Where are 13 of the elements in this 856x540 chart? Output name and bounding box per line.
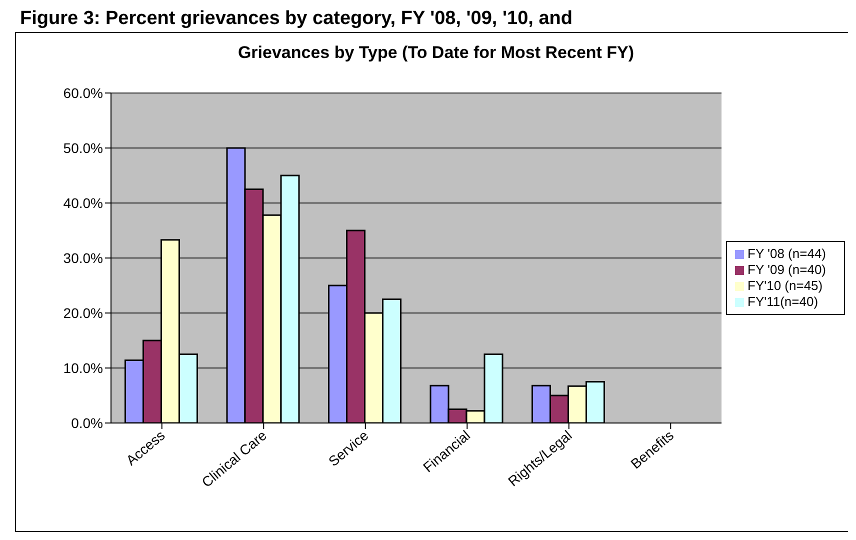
chart-title: Grievances by Type (To Date for Most Recent FY): [236, 43, 636, 63]
legend-label: FY'10 (n=45): [748, 278, 823, 293]
y-tick-label: 60.0%: [63, 84, 103, 101]
y-tick-label: 30.0%: [63, 250, 103, 266]
y-tick-label: 20.0%: [63, 304, 103, 321]
legend-label: FY '09 (n=40): [748, 262, 826, 277]
legend-label: FY '08 (n=44): [748, 246, 826, 261]
y-tick-label: 50.0%: [63, 140, 103, 156]
caption: Figure 3: Percent grievances by category, FY '08, '09, '10, and: [20, 8, 572, 30]
y-tick-label: 40.0%: [63, 194, 103, 211]
legend-label: FY'11(n=40): [748, 294, 818, 309]
y-tick-label: 10.0%: [63, 360, 103, 376]
y-tick-label: 0.0%: [71, 414, 103, 431]
